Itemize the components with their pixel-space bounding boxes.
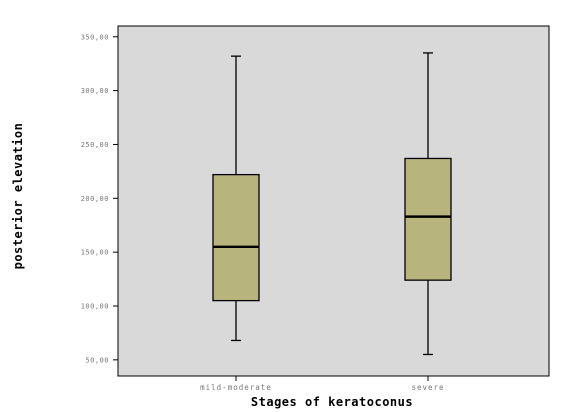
x-category-label: severe xyxy=(411,383,444,392)
iqr-box xyxy=(404,157,452,281)
iqr-box xyxy=(212,173,260,302)
x-category-label: mild-moderate xyxy=(200,383,272,392)
x-axis-title: Stages of keratoconus xyxy=(251,395,413,409)
box-severe xyxy=(404,52,452,356)
y-tick-label: 100,00 xyxy=(81,303,109,311)
y-axis-title: posterior elevation xyxy=(11,123,25,270)
plot-area xyxy=(117,25,550,377)
x-axis: mild-moderate severe xyxy=(200,376,444,392)
y-tick-label: 50,00 xyxy=(85,356,109,364)
y-tick-label: 350,00 xyxy=(81,33,109,41)
y-axis: 50,00 100,00 150,00 200,00 250,00 300,00 350,0… xyxy=(81,33,118,364)
y-tick-label: 200,00 xyxy=(81,195,109,203)
y-tick-label: 250,00 xyxy=(81,141,109,149)
boxes xyxy=(212,52,452,356)
y-tick-label: 300,00 xyxy=(81,87,109,95)
box-mild-moderate xyxy=(212,55,260,342)
y-tick-label: 150,00 xyxy=(81,249,109,257)
